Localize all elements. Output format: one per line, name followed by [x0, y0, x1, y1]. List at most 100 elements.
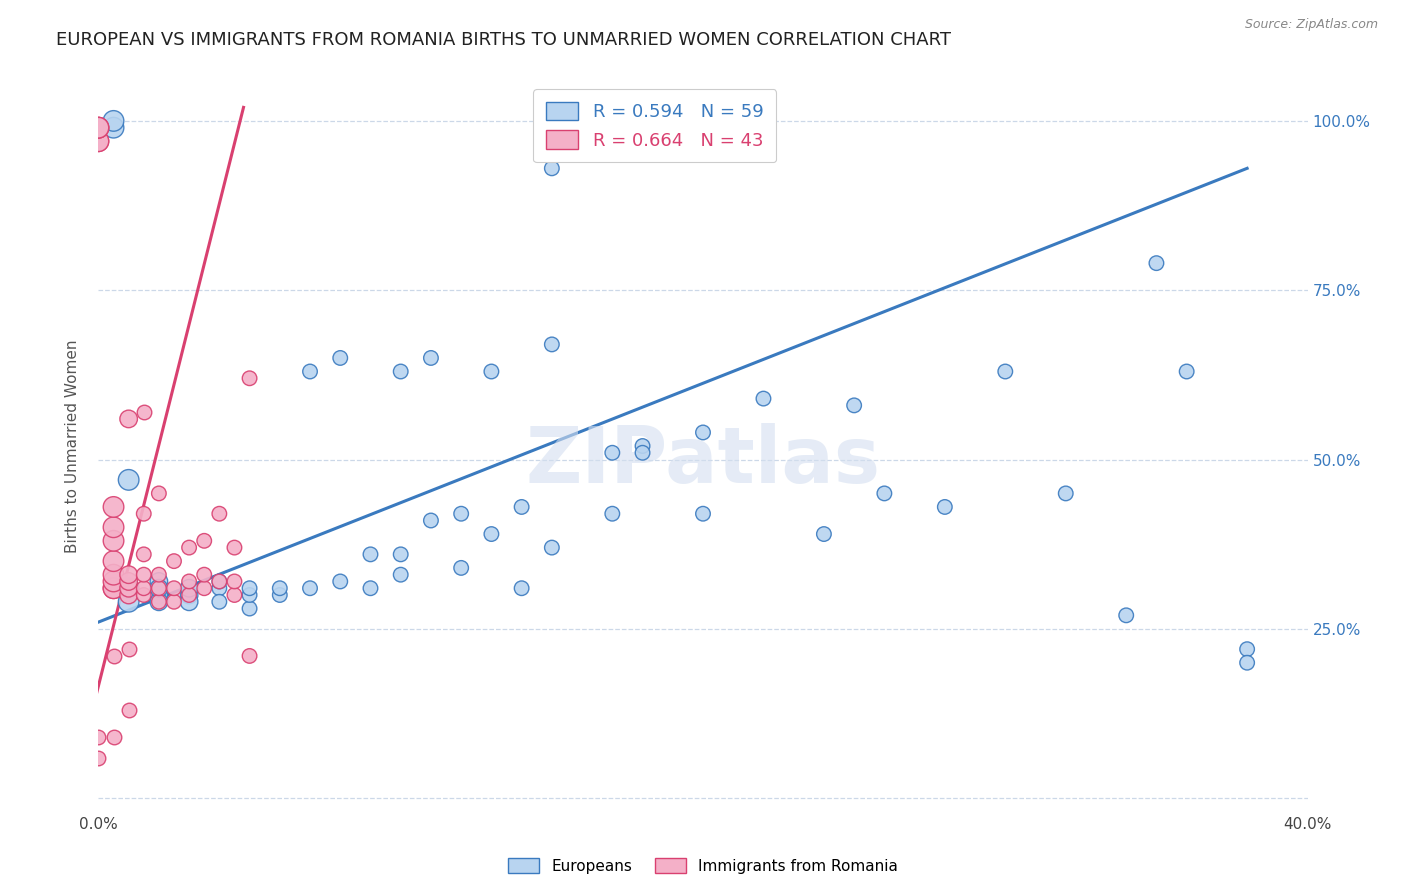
Point — [224, 574, 246, 589]
Point — [118, 412, 141, 426]
Point — [239, 581, 262, 595]
Point — [239, 371, 262, 385]
Point — [103, 520, 125, 534]
Point — [420, 514, 443, 528]
Point — [87, 120, 110, 135]
Point — [132, 507, 155, 521]
Point — [208, 574, 231, 589]
Point — [631, 446, 654, 460]
Point — [87, 120, 110, 135]
Point — [510, 500, 533, 514]
Point — [118, 703, 141, 717]
Point — [103, 567, 125, 582]
Point — [87, 730, 110, 744]
Point — [118, 574, 141, 589]
Point — [481, 364, 503, 378]
Point — [329, 574, 352, 589]
Point — [1054, 486, 1077, 500]
Point — [1236, 642, 1258, 657]
Point — [193, 567, 215, 582]
Point — [1144, 256, 1167, 270]
Text: EUROPEAN VS IMMIGRANTS FROM ROMANIA BIRTHS TO UNMARRIED WOMEN CORRELATION CHART: EUROPEAN VS IMMIGRANTS FROM ROMANIA BIRT… — [56, 31, 952, 49]
Point — [87, 120, 110, 135]
Point — [224, 588, 246, 602]
Point — [360, 547, 382, 561]
Point — [179, 588, 201, 602]
Point — [873, 486, 896, 500]
Point — [934, 500, 956, 514]
Point — [103, 581, 125, 595]
Point — [179, 541, 201, 555]
Point — [103, 554, 125, 568]
Point — [118, 567, 141, 582]
Point — [1236, 656, 1258, 670]
Point — [148, 567, 170, 582]
Point — [132, 567, 155, 582]
Point — [118, 595, 141, 609]
Point — [329, 351, 352, 365]
Point — [132, 547, 155, 561]
Point — [148, 595, 170, 609]
Point — [299, 581, 322, 595]
Point — [87, 750, 110, 764]
Point — [118, 642, 141, 657]
Point — [193, 581, 215, 595]
Point — [208, 595, 231, 609]
Point — [103, 500, 125, 514]
Point — [103, 120, 125, 135]
Point — [148, 595, 170, 609]
Point — [103, 114, 125, 128]
Point — [540, 541, 562, 555]
Point — [602, 507, 624, 521]
Point — [148, 574, 170, 589]
Text: Source: ZipAtlas.com: Source: ZipAtlas.com — [1244, 18, 1378, 31]
Point — [193, 533, 215, 548]
Point — [389, 567, 412, 582]
Point — [148, 581, 170, 595]
Point — [118, 473, 141, 487]
Point — [87, 134, 110, 148]
Point — [208, 507, 231, 521]
Point — [510, 581, 533, 595]
Point — [299, 364, 322, 378]
Point — [118, 588, 141, 602]
Point — [148, 588, 170, 602]
Point — [239, 648, 262, 663]
Point — [132, 581, 155, 595]
Point — [813, 527, 835, 541]
Point — [239, 601, 262, 615]
Point — [118, 581, 141, 595]
Point — [103, 533, 125, 548]
Point — [132, 588, 155, 602]
Point — [844, 398, 866, 412]
Point — [163, 554, 186, 568]
Point — [420, 351, 443, 365]
Point — [1115, 608, 1137, 623]
Point — [389, 547, 412, 561]
Point — [631, 439, 654, 453]
Point — [163, 595, 186, 609]
Point — [994, 364, 1017, 378]
Point — [148, 581, 170, 595]
Point — [692, 507, 714, 521]
Point — [389, 364, 412, 378]
Point — [692, 425, 714, 440]
Point — [148, 486, 170, 500]
Point — [239, 588, 262, 602]
Point — [208, 574, 231, 589]
Point — [752, 392, 775, 406]
Point — [269, 588, 291, 602]
Point — [540, 337, 562, 351]
Point — [132, 405, 155, 419]
Point — [103, 581, 125, 595]
Point — [481, 527, 503, 541]
Point — [163, 581, 186, 595]
Y-axis label: Births to Unmarried Women: Births to Unmarried Women — [65, 339, 80, 553]
Legend: Europeans, Immigrants from Romania: Europeans, Immigrants from Romania — [502, 852, 904, 880]
Point — [208, 581, 231, 595]
Point — [1175, 364, 1198, 378]
Point — [360, 581, 382, 595]
Point — [224, 541, 246, 555]
Point — [450, 561, 472, 575]
Point — [179, 588, 201, 602]
